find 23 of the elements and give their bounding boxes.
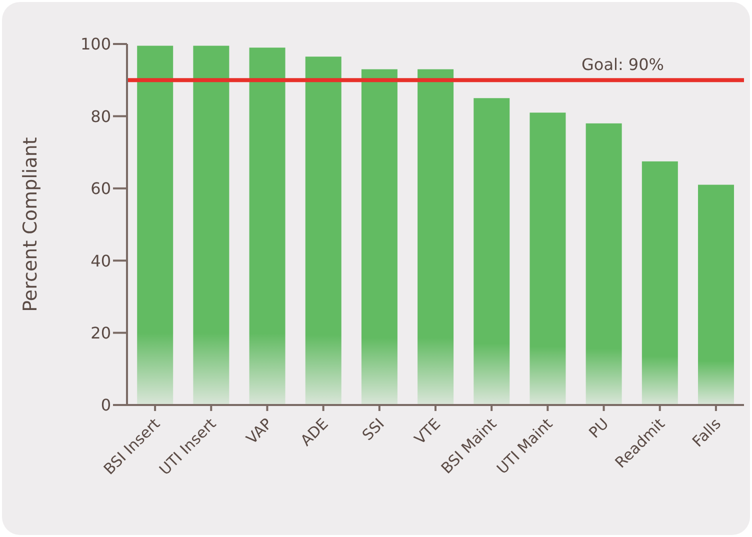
bar <box>137 46 174 405</box>
bar <box>586 123 622 405</box>
x-tick-label: VAP <box>242 414 276 448</box>
y-tick-label: 0 <box>100 396 111 415</box>
bar <box>698 184 734 405</box>
bar <box>361 69 398 405</box>
y-tick-label: 40 <box>90 251 111 270</box>
y-tick-label: 20 <box>90 323 111 342</box>
x-tick-label: VTE <box>410 414 444 448</box>
bar <box>305 56 342 405</box>
bar <box>642 161 678 405</box>
bar <box>418 69 454 405</box>
y-tick-label: 100 <box>80 34 111 54</box>
y-tick-label: 60 <box>90 179 111 198</box>
y-axis-title: Percent Compliant <box>20 137 42 312</box>
bar <box>474 98 510 405</box>
x-tick-label: PU <box>585 414 612 442</box>
bar <box>530 112 566 405</box>
ref-line-label: Goal: 90% <box>582 55 664 74</box>
x-tick-label: SSI <box>358 414 388 444</box>
y-tick-label: 80 <box>90 106 111 126</box>
bar <box>249 48 286 405</box>
bar <box>193 46 230 405</box>
